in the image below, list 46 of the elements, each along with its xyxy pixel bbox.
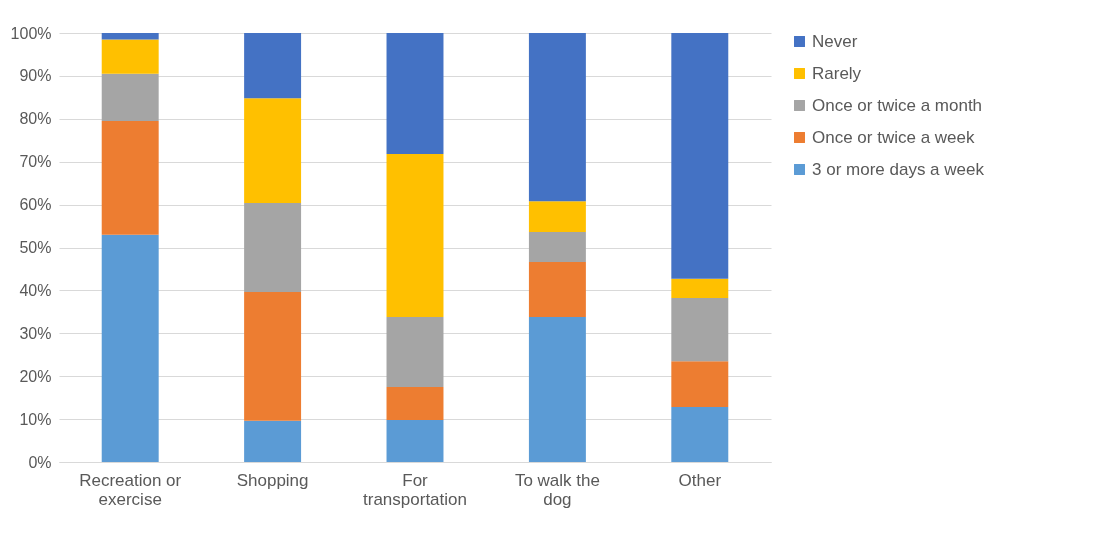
legend-label: Once or twice a week (812, 127, 976, 147)
y-tick-label: 60% (19, 196, 52, 214)
bar (101, 39, 159, 74)
bar (101, 234, 159, 462)
bar (671, 278, 729, 299)
bar (101, 33, 159, 40)
bar (244, 33, 302, 99)
x-tick-label: Other (678, 470, 722, 490)
x-tick-label: Recreation or exercise (79, 470, 182, 509)
bar (244, 292, 302, 421)
legend-label: Rarely (812, 63, 862, 83)
x-tick-label: To walk the dog (514, 470, 600, 509)
y-tick-label: 40% (19, 281, 52, 299)
y-tick-label: 50% (19, 239, 52, 256)
y-tick-label: 90% (19, 67, 52, 85)
bar (386, 33, 444, 154)
bar (386, 153, 444, 317)
bar (386, 386, 444, 420)
y-tick-label: 80% (19, 110, 52, 128)
bar (528, 317, 586, 462)
bar (386, 419, 444, 462)
bar (244, 420, 302, 462)
bar (101, 120, 159, 235)
bar (671, 407, 729, 462)
y-tick-label: 0% (28, 453, 52, 471)
bar (386, 317, 444, 387)
legend-label: 3 or more days a week (812, 159, 985, 179)
y-tick-label: 10% (19, 410, 52, 428)
bar (101, 73, 159, 121)
bar (671, 298, 729, 362)
legend-label: Once or twice a month (812, 95, 983, 115)
y-tick-label: 100% (10, 24, 52, 42)
y-tick-label: 70% (19, 153, 52, 171)
bar (671, 361, 729, 408)
x-tick-label: Shopping (236, 470, 309, 490)
legend-label: Never (812, 31, 858, 51)
x-tick-label: For transportation (363, 470, 467, 509)
bar (528, 33, 586, 202)
y-tick-label: 30% (19, 324, 52, 342)
bar (528, 262, 586, 317)
bar (528, 201, 586, 233)
bar (528, 232, 586, 263)
bar (244, 202, 302, 293)
bar (671, 33, 729, 279)
bar (244, 98, 302, 203)
y-tick-label: 20% (19, 367, 52, 385)
